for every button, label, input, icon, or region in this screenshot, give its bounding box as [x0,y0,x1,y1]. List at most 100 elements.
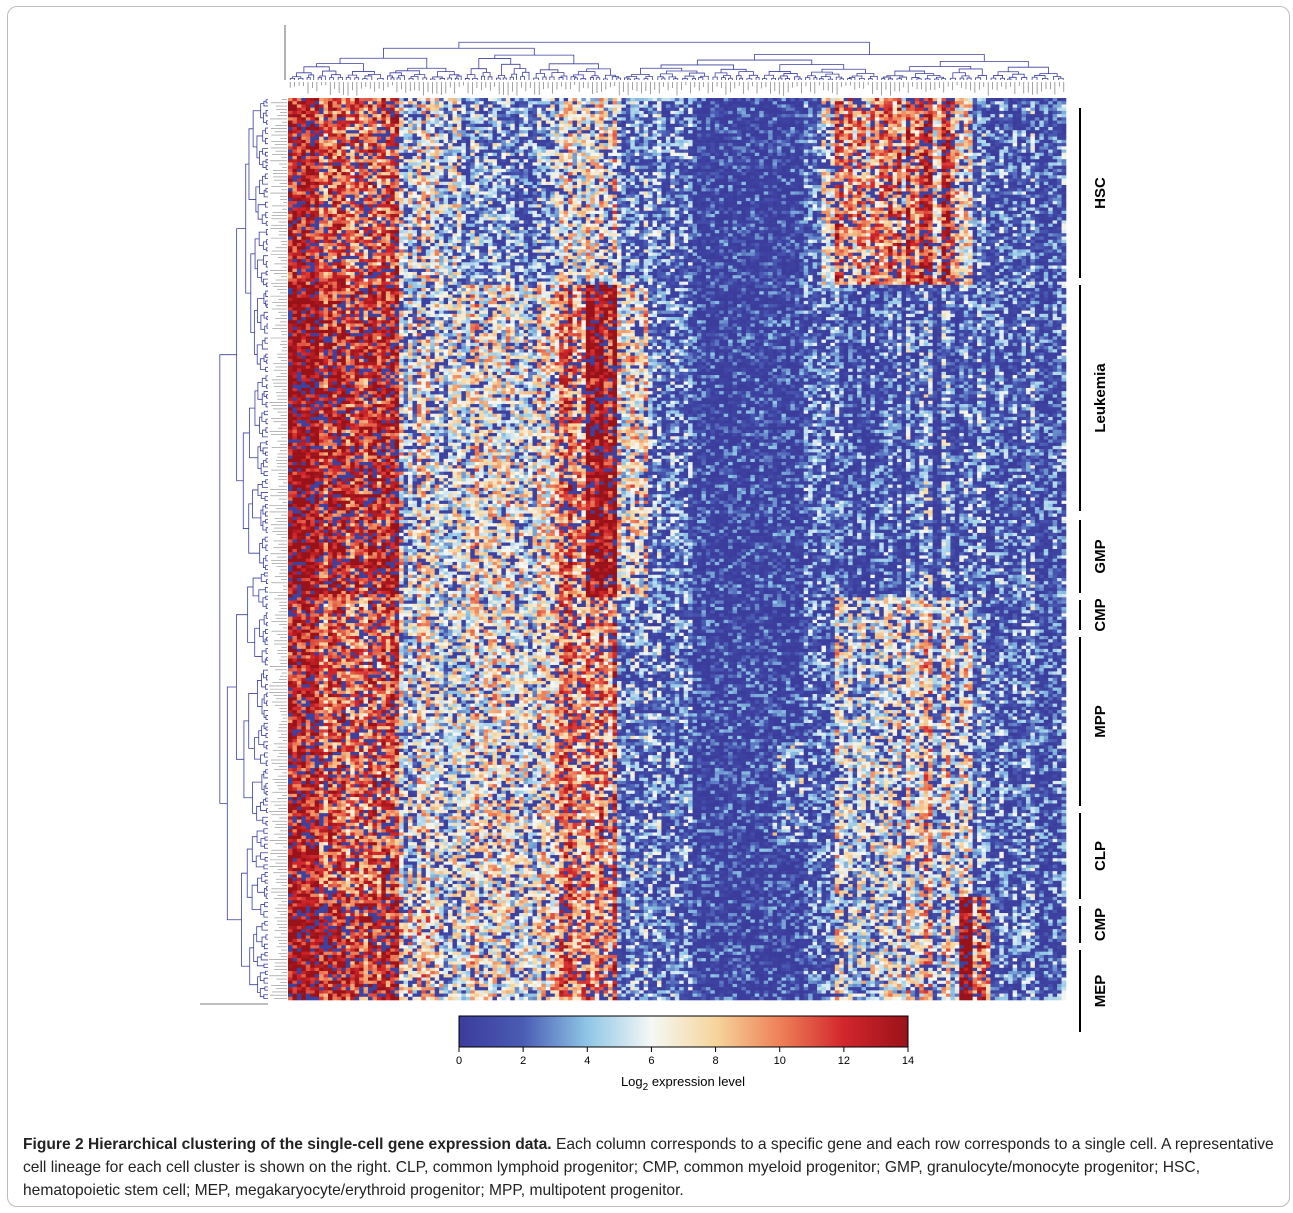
heatmap-cell [1061,146,1067,150]
dendrogram-branch [265,783,268,789]
heatmap-cell [843,126,849,131]
heatmap-cell [852,98,858,102]
heatmap-cell [888,152,893,157]
heatmap-cell [745,149,751,154]
heatmap-cell [1021,114,1027,118]
heatmap-cell [439,120,444,125]
heatmap-cell [817,168,822,173]
heatmap-cell [714,162,720,166]
heatmap-cell [923,162,929,166]
heatmap-cell [994,162,1000,166]
heatmap-cell [390,101,395,105]
heatmap-cell [425,110,431,115]
heatmap-cell [314,168,320,173]
heatmap-cell [781,126,787,131]
heatmap-cell [634,107,640,112]
heatmap-cell [465,146,471,150]
heatmap-cell [874,152,880,157]
heatmap-cell [674,149,680,154]
heatmap-cell [519,107,524,112]
heatmap-cell [421,126,427,131]
heatmap-cell [1021,107,1027,112]
heatmap-cell [376,146,382,150]
heatmap-cell [932,133,938,137]
heatmap-cell [1057,117,1062,121]
heatmap-cell [897,136,902,141]
heatmap-cell [301,110,307,115]
heatmap-cell [461,110,467,115]
heatmap-cell [576,130,582,134]
heatmap-cell [972,114,978,118]
heatmap-cell [772,107,778,112]
heatmap-cell [1025,159,1031,163]
heatmap-cell [496,155,502,160]
heatmap-cell [585,133,591,137]
heatmap-cell [1017,168,1022,173]
heatmap-cell [363,114,369,118]
heatmap-cell [336,130,342,134]
heatmap-cell [510,143,516,147]
heatmap-cell [1008,117,1013,121]
heatmap-cell [572,165,578,170]
heatmap-cell [852,133,858,137]
dendrogram-branch [252,489,261,519]
heatmap-cell [643,162,649,166]
heatmap-cell [563,123,569,128]
heatmap-cell [665,107,671,112]
heatmap-cell [977,136,982,141]
heatmap-cell [488,165,493,170]
heatmap-cell [288,152,293,157]
heatmap-cell [416,133,422,137]
heatmap-cell [941,126,947,131]
dendrogram-branch [464,78,470,80]
heatmap-cell [532,149,538,154]
heatmap-cell [688,172,693,176]
heatmap-cell [901,104,907,108]
heatmap-cell [461,146,467,150]
heatmap-cell [336,114,342,118]
heatmap-cell [385,117,391,121]
heatmap-cell [750,123,756,128]
heatmap-cell [372,139,378,144]
heatmap-cell [639,120,644,125]
heatmap-cell [292,104,298,108]
heatmap-cell [901,159,907,163]
heatmap-cell [323,152,329,157]
heatmap-cell [665,155,671,160]
heatmap-cell [1003,143,1009,147]
heatmap-cell [328,162,333,166]
heatmap-cell [785,126,791,131]
heatmap-cell [501,155,507,160]
heatmap-cell [874,146,880,150]
heatmap-cell [305,143,311,147]
heatmap-cell [1034,146,1040,150]
cell-label-strip [269,99,287,999]
heatmap-cell [790,107,796,112]
heatmap-cell [977,165,982,170]
dendrogram-branch [408,77,414,80]
heatmap-cell [754,110,760,115]
heatmap-cell [839,165,845,170]
heatmap-cell [857,117,862,121]
heatmap-cell [919,126,925,131]
heatmap-cell [1052,159,1058,163]
dendrogram-branch [263,977,268,984]
dendrogram-branch [248,503,260,554]
heatmap-cell [817,136,822,141]
heatmap-cell [550,168,556,173]
heatmap-cell [416,107,422,112]
heatmap-cell [741,162,747,166]
heatmap-cell [488,101,493,105]
dendrogram-branch [266,622,268,627]
heatmap-cell [817,130,822,134]
heatmap-cell [630,149,636,154]
heatmap-cell [763,168,769,173]
heatmap-cell [430,152,436,157]
heatmap-cell [492,159,498,163]
heatmap-cell [625,133,631,137]
heatmap-cell [679,123,684,128]
heatmap-cell [474,120,480,125]
heatmap-cell [301,143,307,147]
heatmap-cell [585,123,591,128]
heatmap-cell [288,159,293,163]
